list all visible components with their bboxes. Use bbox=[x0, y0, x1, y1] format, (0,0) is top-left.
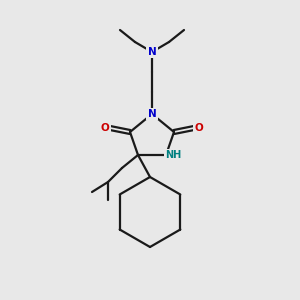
Text: O: O bbox=[195, 123, 203, 133]
Text: N: N bbox=[148, 109, 156, 119]
Text: N: N bbox=[148, 47, 156, 57]
Text: NH: NH bbox=[165, 150, 181, 160]
Text: O: O bbox=[100, 123, 109, 133]
